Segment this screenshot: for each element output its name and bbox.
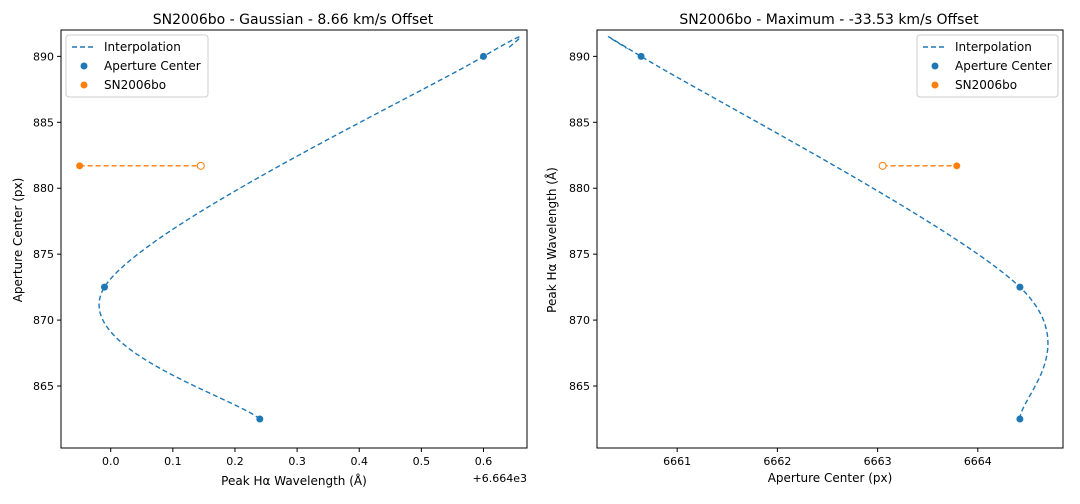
chart-title-right: SN2006bo - Maximum - -33.53 km/s Offset: [679, 12, 979, 28]
legend-right: Interpolation Aperture Center SN2006bo: [916, 34, 1059, 98]
legend-sn-swatch-left: [80, 81, 88, 89]
sn2006bo-point: [76, 162, 84, 170]
aperture-center-point: [637, 52, 645, 60]
x-ticks-right: 6661 6662 6663 6664: [663, 448, 992, 468]
legend-left: Interpolation Aperture Center SN2006bo: [65, 34, 209, 98]
plot-frame-right: [596, 29, 1064, 449]
x-axis-label-left: Peak Hα Wavelength (Å): [221, 473, 367, 488]
legend-box-right: [916, 34, 1059, 98]
y-tick-label: 870: [569, 314, 590, 327]
legend-sn-right: SN2006bo: [955, 78, 1017, 92]
chart-right: SN2006bo - Maximum - -33.53 km/s Offset …: [544, 12, 1064, 485]
x-tick-label: 0.3: [288, 455, 306, 468]
legend-interpolation-left: Interpolation: [104, 40, 181, 54]
aperture-center-point: [1016, 283, 1024, 291]
aperture-center-point: [480, 52, 488, 60]
x-ticks-left: 0.0 0.1 0.2 0.3 0.4 0.5 0.6: [102, 448, 492, 468]
y-ticks-left: 865 870 875 880 885 890: [33, 50, 61, 393]
legend-aperture-swatch-left: [80, 62, 88, 70]
interpolation-line-right: [607, 36, 1049, 420]
x-tick-label: 0.5: [413, 455, 431, 468]
y-tick-label: 885: [33, 116, 54, 129]
legend-aperture-swatch-right: [931, 62, 939, 70]
aperture-center-point: [100, 283, 108, 291]
x-tick-label: 6664: [964, 455, 992, 468]
legend-box-left: [65, 34, 209, 98]
x-axis-label-right: Aperture Center (px): [768, 471, 893, 485]
y-tick-label: 865: [569, 380, 590, 393]
sn2006bo-point: [953, 162, 961, 170]
x-tick-label: 0.2: [226, 455, 244, 468]
aperture-center-point: [256, 415, 264, 423]
y-ticks-right: 865 870 875 880 885 890: [569, 50, 597, 393]
legend-interpolation-right: Interpolation: [955, 40, 1032, 54]
legend-aperture-right: Aperture Center: [955, 59, 1052, 73]
sn-intersect-marker: [878, 161, 887, 170]
chart-left: SN2006bo - Gaussian - 8.66 km/s Offset 0…: [11, 12, 528, 488]
x-tick-label: 0.6: [475, 455, 493, 468]
x-tick-label: 0.0: [102, 455, 120, 468]
x-tick-label: 6662: [763, 455, 791, 468]
aperture-center-point: [1016, 415, 1024, 423]
legend-sn-swatch-right: [931, 81, 939, 89]
x-tick-label: 6663: [864, 455, 892, 468]
legend-sn-left: SN2006bo: [104, 78, 166, 92]
interpolation-line-left: [98, 36, 521, 420]
points-left: [76, 52, 488, 423]
chart-title-left: SN2006bo - Gaussian - 8.66 km/s Offset: [153, 12, 434, 28]
y-tick-label: 865: [33, 380, 54, 393]
x-tick-label: 0.1: [164, 455, 182, 468]
y-tick-label: 890: [33, 50, 54, 63]
y-axis-label-left: Aperture Center (px): [11, 178, 25, 303]
points-right: [637, 52, 1024, 423]
sn-intersect-marker: [196, 161, 205, 170]
y-tick-label: 885: [569, 116, 590, 129]
y-tick-label: 880: [569, 182, 590, 195]
legend-aperture-left: Aperture Center: [104, 59, 201, 73]
x-tick-label: 0.4: [350, 455, 368, 468]
x-tick-label: 6661: [663, 455, 691, 468]
y-tick-label: 880: [33, 182, 54, 195]
y-tick-label: 875: [33, 248, 54, 261]
x-offset-label-left: +6.664e3: [473, 472, 527, 485]
y-tick-label: 870: [33, 314, 54, 327]
y-axis-label-right: Peak Hα Wavelength (Å): [544, 167, 559, 313]
y-tick-label: 890: [569, 50, 590, 63]
y-tick-label: 875: [569, 248, 590, 261]
plot-frame-left: [60, 29, 528, 449]
